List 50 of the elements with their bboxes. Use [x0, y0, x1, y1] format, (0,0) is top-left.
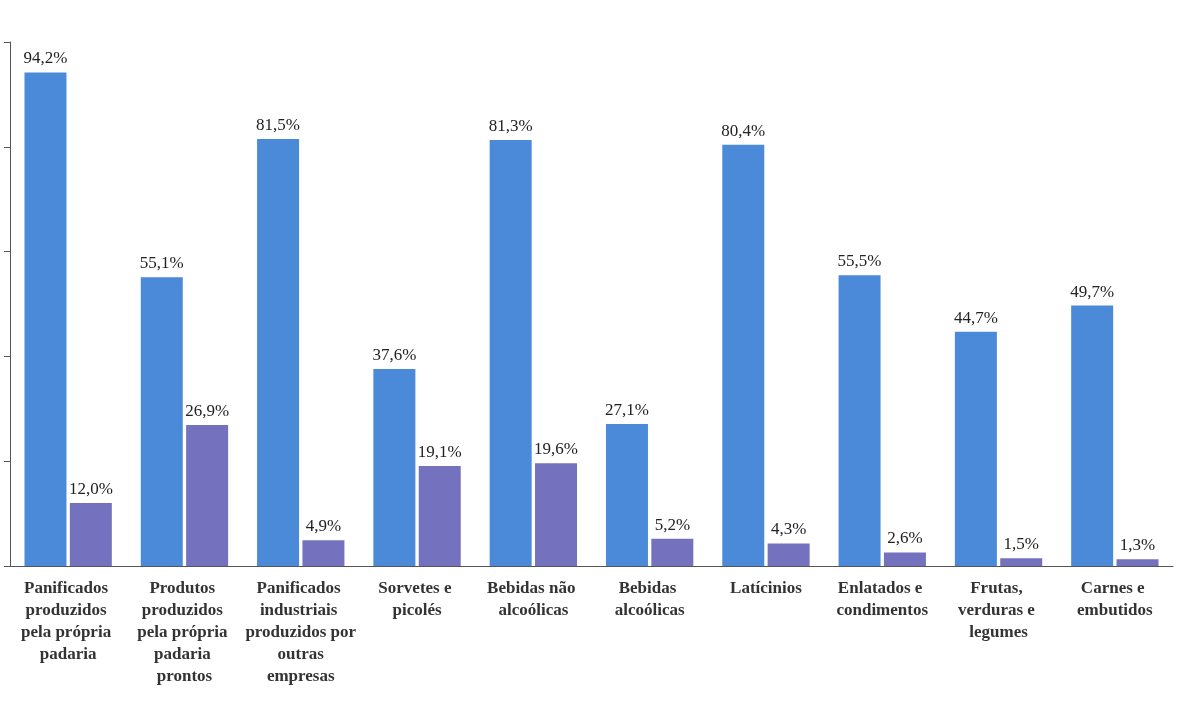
bar: [651, 538, 694, 566]
bar: [1071, 305, 1114, 566]
data-label: 1,5%: [1003, 534, 1039, 554]
data-label: 5,2%: [654, 514, 691, 534]
data-label: 81,3%: [488, 115, 533, 135]
bar: [605, 424, 648, 566]
data-label: 4,9%: [305, 516, 342, 536]
data-label: 55,1%: [139, 253, 184, 273]
x-tick-label: Enlatados e condimentos: [836, 577, 929, 619]
bar: [257, 138, 300, 566]
x-tick-label: Panificados industriais produzidos por outras empresas: [245, 577, 357, 685]
bar: [767, 543, 810, 566]
data-label: 19,1%: [417, 441, 462, 461]
bar: [24, 72, 67, 566]
data-label: 27,1%: [605, 400, 649, 419]
bar: [722, 144, 765, 566]
data-label: 44,7%: [953, 307, 998, 327]
bar: [140, 277, 183, 566]
bar: [883, 552, 926, 566]
bar: [302, 540, 345, 566]
bar: [489, 139, 532, 566]
x-tick-label: Carnes e embutidos: [1077, 577, 1154, 619]
x-tick-label: Bebidas alcoólicas: [614, 577, 685, 619]
data-label: 55,5%: [837, 251, 882, 271]
x-tick-label: Sorvetes e picolés: [378, 577, 456, 619]
bar: [535, 463, 578, 566]
bar: [1000, 558, 1043, 566]
x-tick-label: Produtos produzidos pela própria padaria prontos: [137, 577, 232, 685]
data-label: 80,4%: [721, 120, 766, 140]
data-label: 1,3%: [1119, 535, 1156, 555]
data-label: 94,2%: [23, 48, 68, 68]
data-label: 12,0%: [68, 479, 113, 499]
x-tick-label: Latícinios: [730, 577, 803, 597]
bar: [418, 465, 461, 566]
bar: [1116, 559, 1159, 566]
bar: [954, 331, 997, 566]
data-label: 4,3%: [770, 519, 807, 539]
data-label: 81,5%: [256, 114, 301, 134]
x-tick-label: Frutas, verduras e legumes: [957, 577, 1040, 641]
data-label: 2,6%: [887, 528, 923, 548]
bar: [69, 503, 112, 566]
bar: [373, 368, 416, 566]
data-label: 26,9%: [185, 401, 230, 421]
data-label: 49,7%: [1070, 281, 1115, 301]
bar: [838, 275, 881, 566]
data-label: 19,6%: [534, 439, 578, 459]
x-tick-label: Panificados produzidos pela própria padaria: [20, 577, 116, 663]
data-label: 37,6%: [372, 344, 417, 364]
bar: [186, 425, 229, 566]
x-tick-label: Bebidas não alcoólicas: [487, 577, 580, 619]
